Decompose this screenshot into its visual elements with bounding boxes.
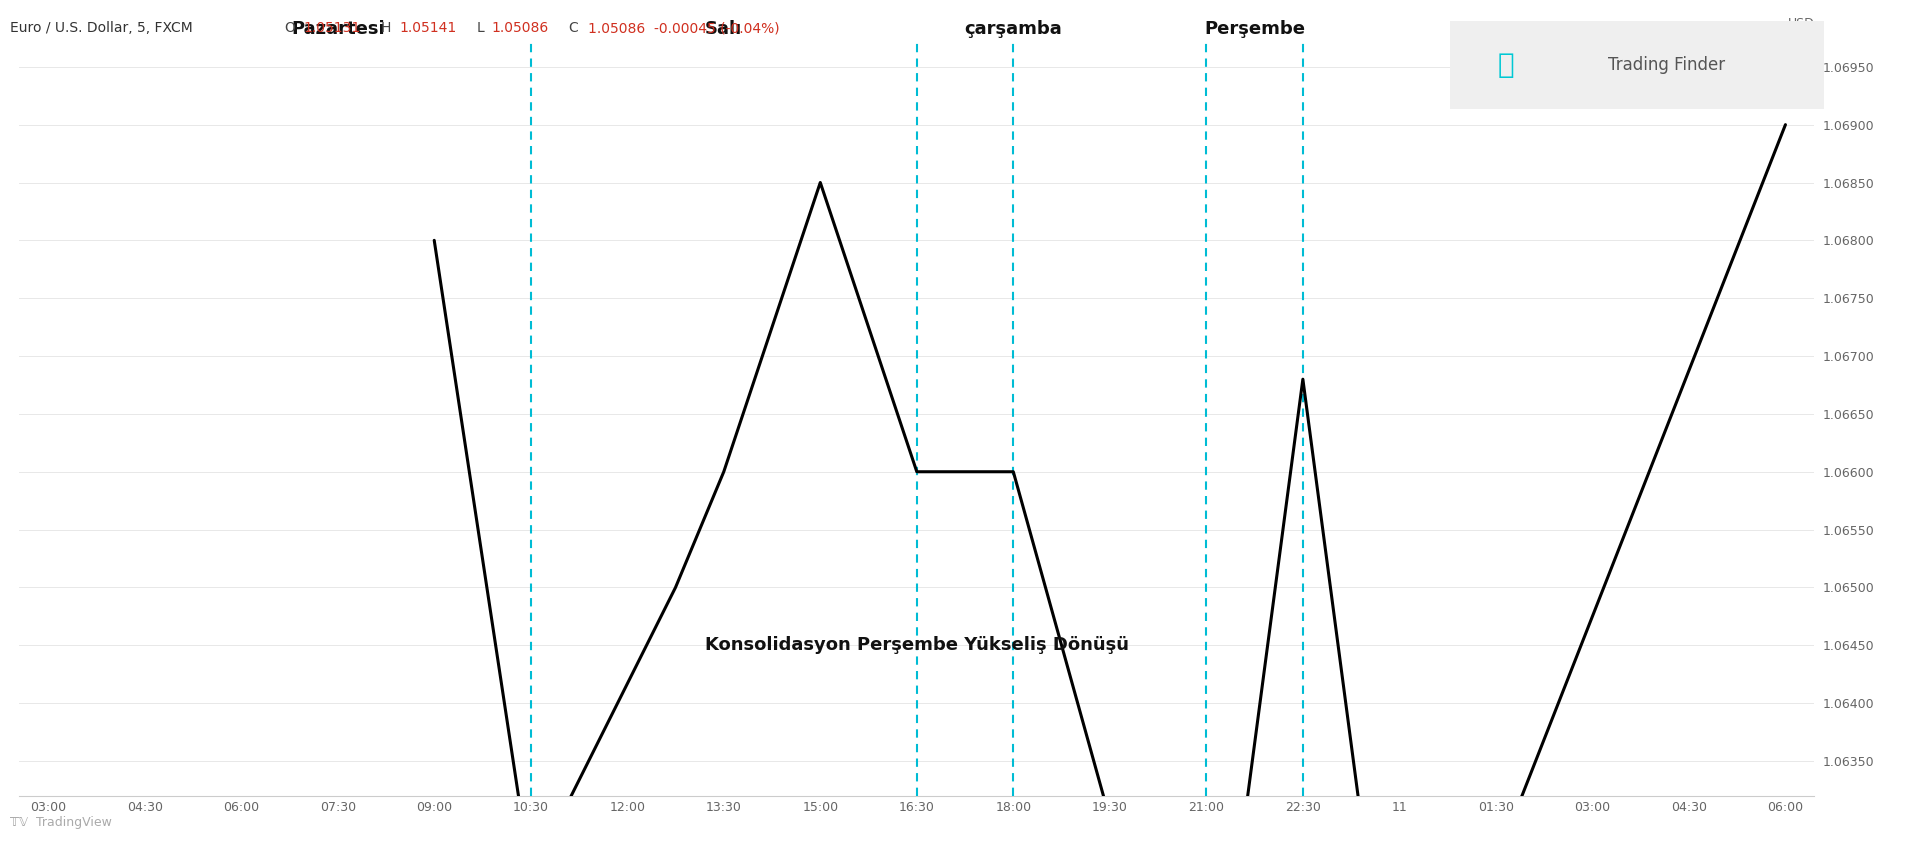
Text: Cuma: Cuma: [1613, 20, 1668, 38]
Text: C: C: [568, 21, 578, 35]
Text: H: H: [380, 21, 390, 35]
Text: 1.05086: 1.05086: [492, 21, 549, 35]
Text: 𝕋𝕍  TradingView: 𝕋𝕍 TradingView: [10, 817, 111, 829]
Text: O: O: [284, 21, 296, 35]
Text: L: L: [476, 21, 484, 35]
Text: Salı: Salı: [705, 20, 743, 38]
Text: 1.05086  -0.00045 (-0.04%): 1.05086 -0.00045 (-0.04%): [588, 21, 780, 35]
Text: çarşamba: çarşamba: [964, 20, 1062, 38]
Text: Pazartesi: Pazartesi: [292, 20, 384, 38]
Text: 1.05141: 1.05141: [399, 21, 457, 35]
Text: Euro / U.S. Dollar, 5, FXCM: Euro / U.S. Dollar, 5, FXCM: [10, 21, 192, 35]
Text: Perşembe: Perşembe: [1204, 20, 1306, 38]
Text: ꦧ: ꦧ: [1498, 51, 1515, 79]
Text: USD: USD: [1788, 18, 1814, 30]
Text: Konsolidasyon Perşembe Yükseliş Dönüşü: Konsolidasyon Perşembe Yükseliş Dönüşü: [705, 637, 1129, 654]
Text: Trading Finder: Trading Finder: [1609, 56, 1726, 74]
Text: 1.05131: 1.05131: [303, 21, 361, 35]
